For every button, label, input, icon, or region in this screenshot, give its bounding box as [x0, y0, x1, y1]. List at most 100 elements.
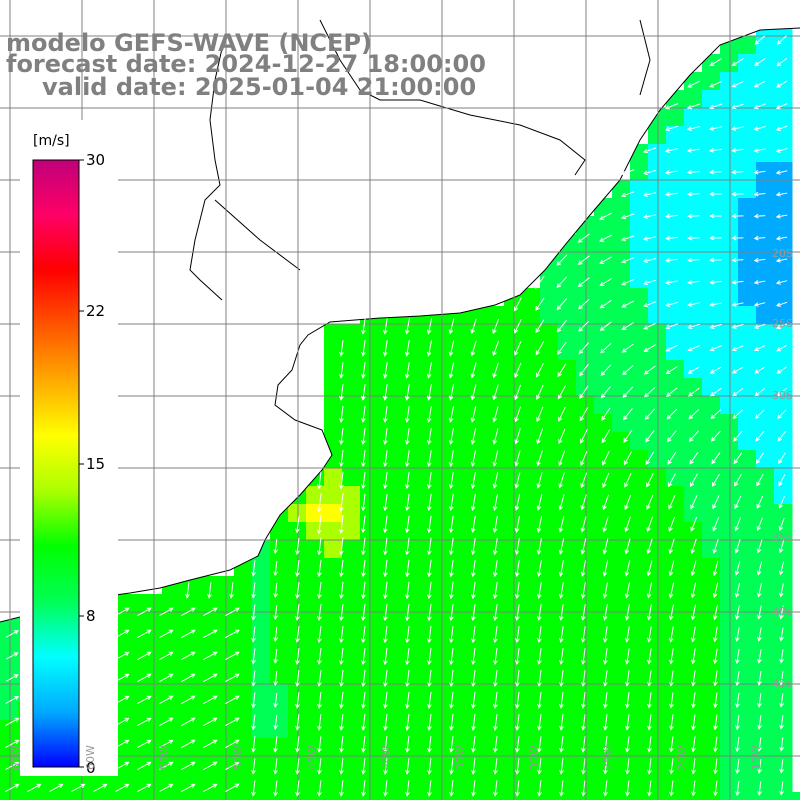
wind-speed-cell [594, 324, 613, 343]
wind-speed-cell [612, 288, 631, 307]
wind-arrow [137, 695, 152, 705]
wind-speed-cell [648, 558, 667, 577]
wind-speed-cell [378, 504, 397, 523]
wind-speed-cell [324, 630, 343, 649]
wind-speed-cell [270, 558, 289, 577]
wind-speed-cell [234, 684, 253, 703]
wind-speed-cell [594, 288, 613, 307]
wind-speed-cell [756, 432, 775, 451]
wind-arrow [558, 494, 565, 511]
wind-speed-cell [756, 504, 775, 523]
wind-arrow [754, 388, 766, 397]
wind-speed-cell [612, 576, 631, 595]
wind-speed-cell [648, 234, 667, 253]
wind-speed-cell [468, 702, 487, 721]
wind-arrow [691, 670, 696, 687]
wind-arrow [666, 430, 677, 443]
wind-arrow [470, 406, 477, 423]
wind-speed-cell [702, 774, 721, 793]
wind-arrow [273, 560, 278, 577]
wind-arrow [580, 472, 588, 489]
wind-speed-cell [558, 270, 577, 289]
wind-speed-cell [396, 648, 415, 667]
wind-speed-cell [270, 756, 289, 775]
wind-arrow [383, 406, 388, 423]
wind-arrow [361, 559, 366, 578]
wind-speed-cell [450, 378, 469, 397]
wind-arrow [642, 192, 657, 197]
wind-speed-cell [594, 594, 613, 613]
wind-arrow [603, 780, 608, 797]
wind-speed-cell [414, 702, 433, 721]
wind-arrow [559, 758, 564, 775]
wind-arrow [361, 692, 366, 709]
colorbar-unit: [m/s] [33, 133, 70, 149]
wind-arrow [687, 323, 700, 330]
wind-speed-cell [126, 756, 145, 775]
wind-arrow [625, 648, 630, 665]
wind-arrow [426, 384, 432, 401]
wind-arrow [731, 323, 744, 329]
wind-speed-cell [414, 774, 433, 793]
wind-speed-cell [468, 684, 487, 703]
wind-arrow [339, 692, 344, 709]
wind-arrow [713, 692, 718, 709]
wind-arrow [665, 301, 679, 307]
wind-speed-cell [666, 450, 685, 469]
wind-arrow [471, 714, 476, 731]
wind-speed-cell [630, 720, 649, 739]
wind-speed-cell [612, 540, 631, 559]
wind-speed-cell [594, 756, 613, 775]
wind-speed-cell [540, 360, 559, 379]
wind-speed-cell [234, 702, 253, 721]
wind-arrow [225, 761, 240, 771]
wind-speed-cell [756, 288, 775, 307]
wind-arrow [713, 648, 718, 665]
wind-speed-cell [684, 108, 703, 127]
wind-speed-cell [450, 540, 469, 559]
wind-arrow [625, 670, 630, 687]
wind-speed-cell [126, 612, 145, 631]
wind-arrow [753, 345, 766, 352]
wind-speed-cell [594, 360, 613, 379]
wind-speed-cell [630, 756, 649, 775]
wind-arrow [5, 739, 20, 749]
wind-speed-cell [540, 648, 559, 667]
wind-arrow [643, 322, 657, 330]
wind-speed-cell [684, 198, 703, 217]
wind-speed-cell [684, 378, 703, 397]
wind-arrow [559, 736, 564, 753]
wind-arrow [735, 758, 740, 775]
wind-arrow [71, 783, 86, 793]
wind-speed-cell [324, 540, 343, 559]
wind-speed-cell [540, 576, 559, 595]
wind-speed-cell [468, 468, 487, 487]
wind-speed-cell [594, 414, 613, 433]
wind-speed-cell [450, 774, 469, 793]
wind-arrow [159, 651, 174, 661]
wind-arrow [159, 739, 174, 749]
wind-speed-cell [0, 720, 19, 739]
wind-speed-cell [756, 630, 775, 649]
wind-arrow [709, 387, 722, 397]
wind-speed-cell [180, 648, 199, 667]
wind-arrow [514, 603, 520, 622]
wind-speed-cell [360, 558, 379, 577]
wind-speed-cell [342, 450, 361, 469]
wind-speed-cell [738, 234, 757, 253]
lon-label: 50W [232, 745, 245, 770]
wind-speed-cell [648, 540, 667, 559]
wind-speed-cell [504, 792, 523, 800]
wind-speed-cell [306, 630, 325, 649]
wind-speed-cell [738, 108, 757, 127]
wind-arrow [599, 321, 612, 331]
wind-speed-cell [774, 666, 793, 685]
wind-speed-cell [720, 738, 739, 757]
wind-arrow [449, 692, 454, 709]
wind-speed-cell [612, 594, 631, 613]
wind-arrow [492, 450, 499, 467]
wind-speed-cell [522, 396, 541, 415]
wind-speed-cell [486, 558, 505, 577]
wind-arrow [202, 651, 218, 661]
wind-arrow [731, 126, 744, 131]
